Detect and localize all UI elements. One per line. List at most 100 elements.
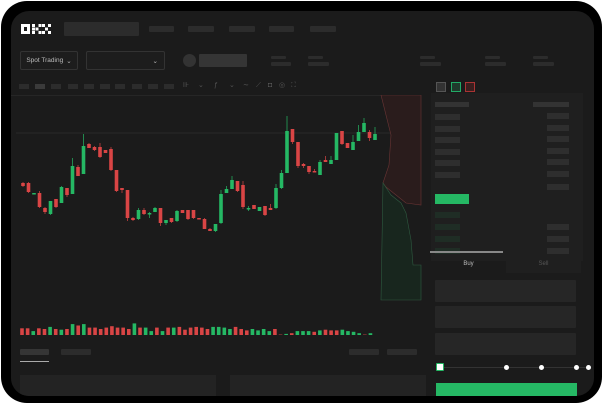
volume-bar	[289, 333, 294, 335]
amount-input[interactable]	[435, 306, 576, 328]
chevron-down-icon: ⌄	[66, 57, 72, 65]
volume-bar	[245, 330, 249, 335]
trade-type-dropdown[interactable]: Spot Trading ⌄	[20, 51, 78, 70]
timeframe-button[interactable]	[148, 84, 158, 89]
timeframe-button[interactable]	[51, 84, 61, 89]
price-input[interactable]	[435, 280, 576, 302]
candle-body	[142, 210, 146, 214]
bid-price	[435, 212, 460, 218]
candle-body	[208, 229, 212, 231]
slider-mark-25[interactable]	[504, 365, 509, 370]
chevron-down-icon[interactable]: ⌄	[229, 82, 235, 89]
filter-button[interactable]	[387, 349, 417, 355]
timeframe-button[interactable]	[164, 84, 174, 89]
search-bar[interactable]	[64, 22, 139, 36]
timeframe-button[interactable]	[132, 84, 142, 89]
ask-amount	[547, 159, 569, 165]
candle-body	[131, 218, 135, 220]
candle-body	[219, 194, 223, 223]
slider-mark-100[interactable]	[586, 365, 591, 370]
candle-body	[279, 173, 284, 188]
volume-bar	[256, 330, 260, 335]
tab-sell[interactable]: Sell	[506, 255, 581, 273]
amount-slider-track[interactable]	[439, 367, 589, 368]
fullscreen-icon[interactable]: ⛶	[291, 82, 296, 89]
volume-bar	[53, 329, 58, 335]
settings-icon[interactable]: ◎	[279, 82, 286, 89]
tab-open-orders[interactable]	[20, 349, 49, 355]
nav-item[interactable]	[269, 26, 294, 32]
candle-body	[268, 208, 273, 210]
volume-bar	[98, 329, 103, 335]
bid-amount	[547, 248, 569, 254]
volume-bar	[216, 326, 221, 335]
line-tool-icon[interactable]: ∼	[243, 82, 249, 89]
orderbook-both-icon[interactable]	[436, 82, 446, 92]
indicator-icon[interactable]: ƒ	[214, 82, 218, 89]
ask-amount	[547, 147, 569, 154]
buy-button[interactable]	[436, 383, 577, 396]
timeframe-button[interactable]	[19, 84, 29, 89]
candlestick-chart[interactable]	[11, 95, 431, 335]
volume-bar	[211, 326, 215, 335]
tab-order-history[interactable]	[61, 349, 91, 355]
candle-body	[120, 188, 124, 190]
nav-item[interactable]	[188, 26, 214, 32]
candle-body	[59, 187, 64, 203]
chevron-down-icon: ⌄	[152, 57, 158, 65]
timeframe-button[interactable]	[35, 84, 45, 89]
ask-price	[435, 171, 460, 178]
candle-type-icon[interactable]: ⊪	[183, 82, 190, 89]
total-input[interactable]	[435, 333, 576, 355]
ask-amount	[547, 184, 569, 190]
volume-bar	[194, 326, 199, 335]
stat-value	[271, 62, 291, 66]
nav-item[interactable]	[310, 26, 336, 32]
nav-item[interactable]	[149, 26, 174, 32]
candle-body	[263, 206, 267, 215]
candle-body	[76, 167, 80, 176]
volume-bar	[329, 330, 333, 335]
timeframe-button[interactable]	[84, 84, 94, 89]
filter-button[interactable]	[349, 349, 379, 355]
depth-bids-area	[380, 182, 422, 301]
volume-bar	[76, 325, 80, 335]
slider-handle[interactable]	[436, 363, 444, 371]
stat-label	[308, 56, 323, 59]
candle-body	[81, 146, 86, 174]
candle-body	[125, 190, 130, 218]
volume-bar	[273, 329, 277, 335]
slider-mark-50[interactable]	[539, 365, 544, 370]
volume-bar	[351, 331, 356, 335]
volume-bar	[295, 331, 300, 335]
volume-bar	[250, 329, 255, 335]
stat-label	[271, 56, 286, 59]
volume-bar	[200, 327, 204, 335]
tab-buy[interactable]: Buy	[431, 255, 506, 273]
timeframe-button[interactable]	[115, 84, 125, 89]
okx-logo[interactable]	[21, 24, 51, 34]
candle-body	[296, 142, 300, 166]
orderbook-header	[435, 102, 469, 107]
orderbook-bids-icon[interactable]	[451, 82, 461, 92]
orderbook-asks-icon[interactable]	[465, 82, 475, 92]
ask-price	[435, 137, 460, 143]
candle-body	[54, 199, 58, 207]
volume-bar	[222, 327, 227, 335]
candle-body	[164, 220, 168, 223]
timeframe-button[interactable]	[100, 84, 110, 89]
price-display	[199, 54, 247, 67]
bid-amount	[547, 224, 569, 230]
ask-price	[435, 114, 460, 120]
bottom-panel-left	[20, 375, 216, 396]
timeframe-button[interactable]	[68, 84, 78, 89]
chevron-down-icon[interactable]: ⌄	[198, 82, 204, 89]
camera-icon[interactable]: ◘	[268, 82, 273, 89]
slider-mark-75[interactable]	[574, 365, 579, 370]
stat-value	[308, 62, 329, 66]
nav-item[interactable]	[229, 26, 255, 32]
volume-bar	[188, 327, 193, 335]
pair-dropdown[interactable]: ⌄	[86, 51, 165, 70]
volume-bar	[301, 331, 305, 335]
ruler-icon[interactable]: ⟋	[256, 82, 261, 89]
